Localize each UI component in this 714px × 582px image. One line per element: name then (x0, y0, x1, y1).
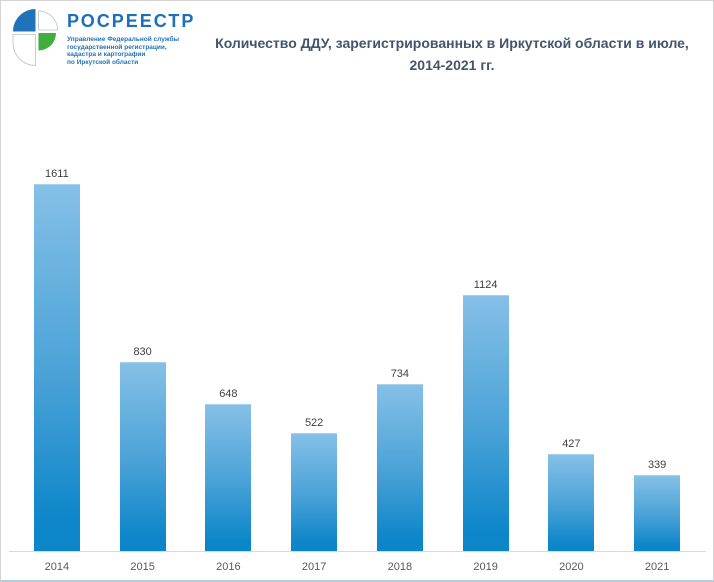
bar-value-label: 648 (219, 388, 238, 400)
bar-2021 (634, 475, 681, 552)
bar-2017 (291, 433, 338, 552)
bar-2019 (462, 295, 509, 552)
rosreestr-emblem-icon (12, 9, 58, 66)
logo-subtitle-line: государственной регистрации, (67, 43, 167, 51)
rosreestr-logo: РОСРЕЕСТР Управление Федеральной службы … (11, 7, 195, 67)
logo-name: РОСРЕЕСТР (67, 11, 196, 31)
logo-subtitle-line: кадастра и картографии (67, 51, 146, 58)
x-axis-label: 2020 (559, 561, 584, 573)
bar-column-2015: 830 (100, 346, 186, 552)
bar-value-label: 734 (390, 368, 410, 380)
logo-subtitle-line: по Иркутской области (67, 58, 139, 66)
bar-column-2014: 1611 (14, 168, 100, 552)
bar-column-2020: 427 (529, 438, 615, 552)
x-axis-label: 2019 (473, 561, 498, 573)
x-axis-line (9, 551, 706, 552)
bar-value-label: 522 (304, 417, 324, 429)
chart-title: Количество ДДУ, зарегистрированных в Ирк… (199, 32, 705, 76)
bar-2018 (376, 384, 423, 552)
chart-title-line-1: Количество ДДУ, зарегистрированных в Ирк… (215, 35, 689, 51)
x-axis-label: 2017 (301, 561, 327, 573)
chart-title-line-2: 2014-2021 гг. (409, 57, 495, 73)
plot-area: 1611 830 648 522 734 1124 427 339 (14, 152, 700, 552)
logo-subtitle: Управление Федеральной службы государств… (67, 36, 195, 66)
logo-text: РОСРЕЕСТР Управление Федеральной службы … (67, 7, 195, 66)
x-axis-label: 2021 (644, 561, 670, 573)
bar-column-2018: 734 (357, 368, 443, 552)
bar-2020 (548, 454, 595, 552)
bar-value-label: 339 (647, 459, 667, 471)
bar-column-2016: 648 (186, 388, 272, 552)
x-axis-label: 2014 (44, 561, 70, 573)
logo-subtitle-line: Управление Федеральной службы (67, 36, 180, 43)
bar-value-label: 1611 (45, 168, 69, 180)
bar-2015 (119, 362, 166, 552)
x-axis-labels: 2014 2015 2016 2017 2018 2019 2020 2021 (14, 561, 700, 573)
x-axis-label: 2018 (387, 561, 413, 573)
bar-value-label: 1124 (473, 279, 498, 291)
bar-column-2019: 1124 (443, 279, 529, 552)
bar-value-label: 427 (562, 438, 581, 450)
bar-column-2017: 522 (271, 417, 357, 552)
bar-column-2021: 339 (614, 459, 700, 552)
x-axis-label: 2015 (130, 561, 155, 573)
bar-2016 (205, 404, 252, 552)
x-axis-label: 2016 (216, 561, 241, 573)
bar-value-label: 830 (133, 346, 152, 358)
bar-2014 (33, 184, 80, 552)
